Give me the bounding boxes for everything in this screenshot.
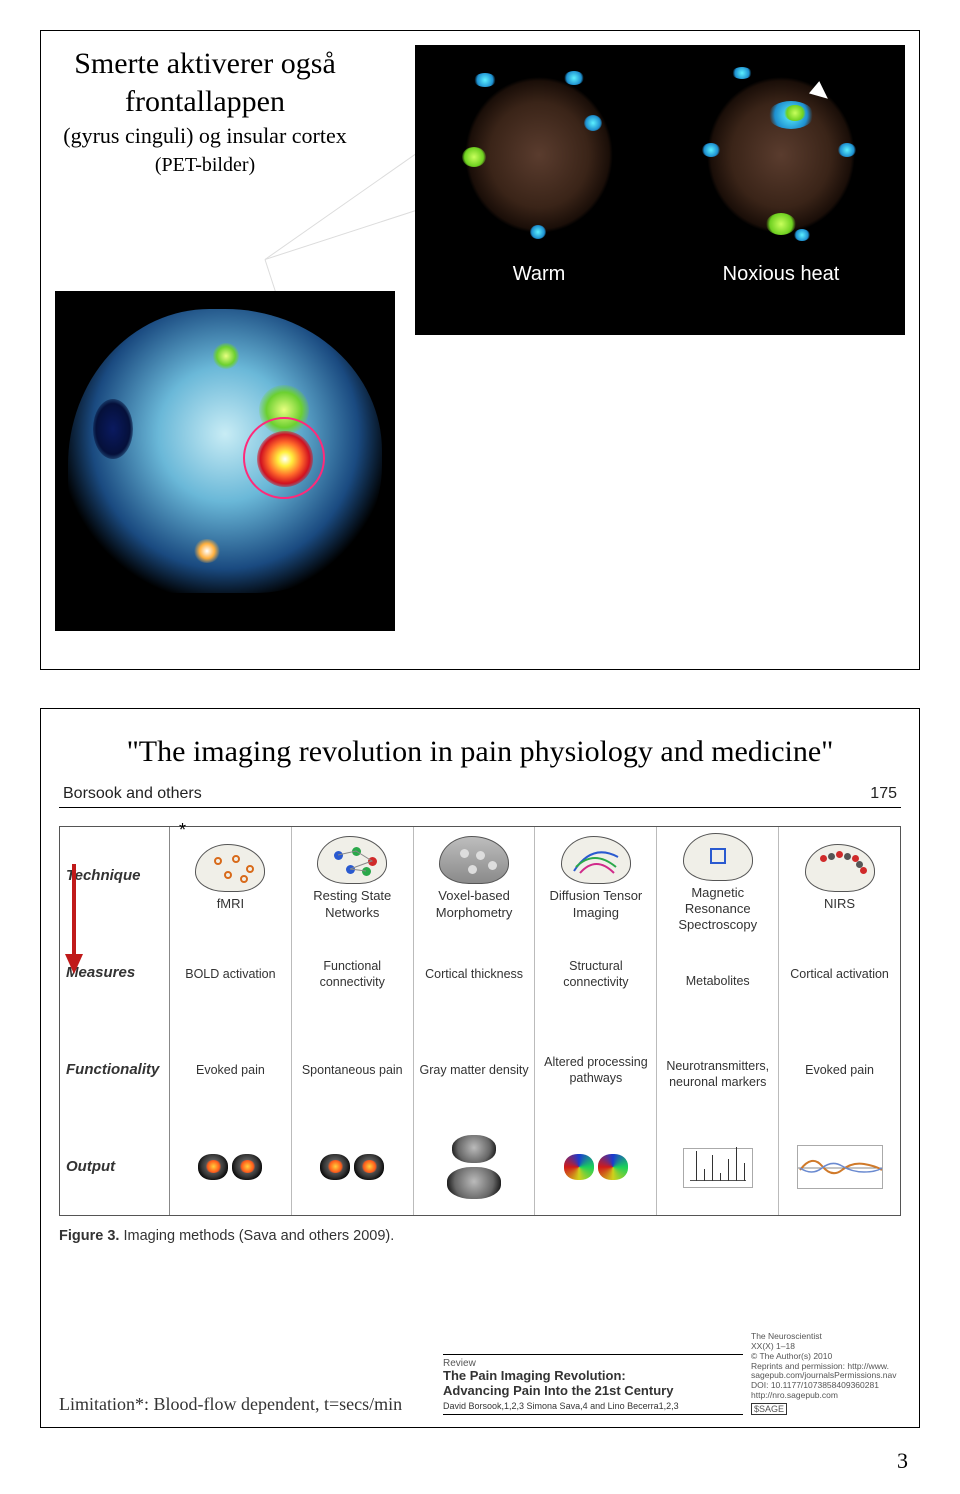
functionality-cell: Evoked pain [170, 1023, 291, 1119]
activation-blob [564, 71, 584, 85]
warm-label: Warm [513, 263, 566, 286]
article-header: Borsook and others 175 [59, 785, 901, 808]
paper-authors: David Borsook,1,2,3 Simona Sava,4 and Li… [443, 1401, 743, 1411]
activation-blob [474, 73, 496, 87]
activation-blob [584, 115, 602, 131]
technique-name: Voxel-based Morphometry [414, 827, 535, 927]
output-thumbnail [447, 1135, 501, 1199]
functionality-cell: Evoked pain [779, 1023, 900, 1119]
output-cell [414, 1119, 535, 1215]
technique-column: Voxel-based MorphometryCortical thicknes… [414, 827, 536, 1215]
activation-blob [193, 539, 221, 563]
noxious-column: Noxious heat [667, 55, 895, 325]
article-page-number: 175 [870, 785, 897, 803]
functionality-cell: Neurotransmitters, neuronal markers [657, 1028, 778, 1121]
technique-name: fMRI [170, 827, 291, 927]
functionality-cell: Spontaneous pain [292, 1023, 413, 1119]
technique-column: Resting State NetworksFunctional connect… [292, 827, 414, 1215]
slide-2: "The imaging revolution in pain physiolo… [40, 708, 920, 1428]
brain-schematic-icon [317, 836, 387, 884]
activation-blob [257, 431, 313, 487]
activation-blob [784, 105, 806, 121]
slide2-footer: Limitation*: Blood-flow dependent, t=sec… [59, 1332, 901, 1415]
row-label: Functionality [60, 1021, 169, 1118]
output-thumbnail [198, 1154, 262, 1180]
slide2-title: "The imaging revolution in pain physiolo… [59, 733, 901, 771]
paper-title-block: Review The Pain Imaging Revolution: Adva… [443, 1354, 743, 1415]
paper-title-line2: Advancing Pain Into the 21st Century [443, 1384, 743, 1399]
row-label: Output [60, 1118, 169, 1215]
technique-name: Magnetic Resonance Spectroscopy [657, 827, 778, 936]
measures-cell: BOLD activation [170, 927, 291, 1023]
arrow-icon [809, 81, 833, 105]
slide-1: Smerte aktiverer også frontallappen (gyr… [40, 30, 920, 670]
technique-column: fMRIBOLD activationEvoked pain [170, 827, 292, 1215]
brain-schematic-icon [195, 844, 265, 892]
activation-blob [530, 225, 546, 239]
brain-schematic-icon [805, 844, 875, 892]
activation-blob [462, 147, 486, 167]
figure-number: Figure 3. [59, 1228, 119, 1244]
technique-column: NIRSCortical activationEvoked pain [779, 827, 900, 1215]
article-authors: Borsook and others [63, 785, 202, 803]
paper-title-line1: The Pain Imaging Revolution: [443, 1369, 743, 1384]
page-number: 3 [897, 1448, 908, 1474]
noxious-brain-image [676, 55, 886, 255]
functionality-cell: Altered processing pathways [535, 1023, 656, 1119]
activation-blob [794, 229, 810, 241]
output-thumbnail [320, 1154, 384, 1180]
activation-blob [838, 143, 856, 157]
output-cell [170, 1119, 291, 1215]
caption-line1: Smerte aktiverer også frontallappen [55, 45, 355, 120]
journal-meta: The Neuroscientist XX(X) 1–18 © The Auth… [751, 1332, 901, 1400]
noxious-label: Noxious heat [723, 263, 840, 286]
technique-column: Diffusion Tensor ImagingStructural conne… [535, 827, 657, 1215]
sagittal-brain-image [63, 299, 387, 623]
brain-schematic-icon [439, 836, 509, 884]
figure-caption: Figure 3. Imaging methods (Sava and othe… [59, 1228, 901, 1244]
figure-caption-text: Imaging methods (Sava and others 2009). [119, 1228, 394, 1244]
technique-name: Diffusion Tensor Imaging [535, 827, 656, 927]
output-cell [657, 1121, 778, 1214]
axial-brain-panel: Warm Noxious heat [415, 45, 905, 335]
functionality-cell: Gray matter density [414, 1023, 535, 1119]
figure-3-table: Technique Measures Functionality Output … [59, 826, 901, 1216]
output-thumbnail [683, 1148, 753, 1188]
paper-metadata: The Neuroscientist XX(X) 1–18 © The Auth… [751, 1332, 901, 1415]
technique-name: Resting State Networks [292, 827, 413, 927]
measures-cell: Structural connectivity [535, 927, 656, 1023]
sagittal-brain-panel [55, 291, 395, 631]
limitation-note: Limitation*: Blood-flow dependent, t=sec… [59, 1394, 402, 1415]
red-arrow-icon [61, 864, 87, 974]
warm-column: Warm [425, 55, 653, 325]
brain-schematic-icon [683, 833, 753, 881]
measures-cell: Metabolites [657, 935, 778, 1028]
warm-brain-image [434, 55, 644, 255]
technique-name: NIRS [779, 827, 900, 927]
output-thumbnail [797, 1145, 883, 1189]
slide1-caption: Smerte aktiverer også frontallappen (gyr… [55, 45, 355, 178]
sage-logo: $SAGE [751, 1403, 787, 1415]
activation-blob [732, 67, 752, 79]
output-cell [292, 1119, 413, 1215]
technique-column: Magnetic Resonance SpectroscopyMetabolit… [657, 827, 779, 1215]
measures-cell: Cortical activation [779, 927, 900, 1023]
technique-columns: fMRIBOLD activationEvoked painResting St… [170, 827, 900, 1215]
caption-line2: (gyrus cinguli) og insular cortex (PET-b… [55, 122, 355, 178]
output-cell [535, 1119, 656, 1215]
activation-blob [213, 343, 239, 369]
measures-cell: Cortical thickness [414, 927, 535, 1023]
measures-cell: Functional connectivity [292, 927, 413, 1023]
activation-blob [702, 143, 720, 157]
output-thumbnail [564, 1154, 628, 1180]
brain-schematic-icon [561, 836, 631, 884]
asterisk-marker: * [179, 820, 186, 841]
output-cell [779, 1119, 900, 1215]
dark-region [93, 399, 133, 459]
activation-blob [766, 213, 796, 235]
